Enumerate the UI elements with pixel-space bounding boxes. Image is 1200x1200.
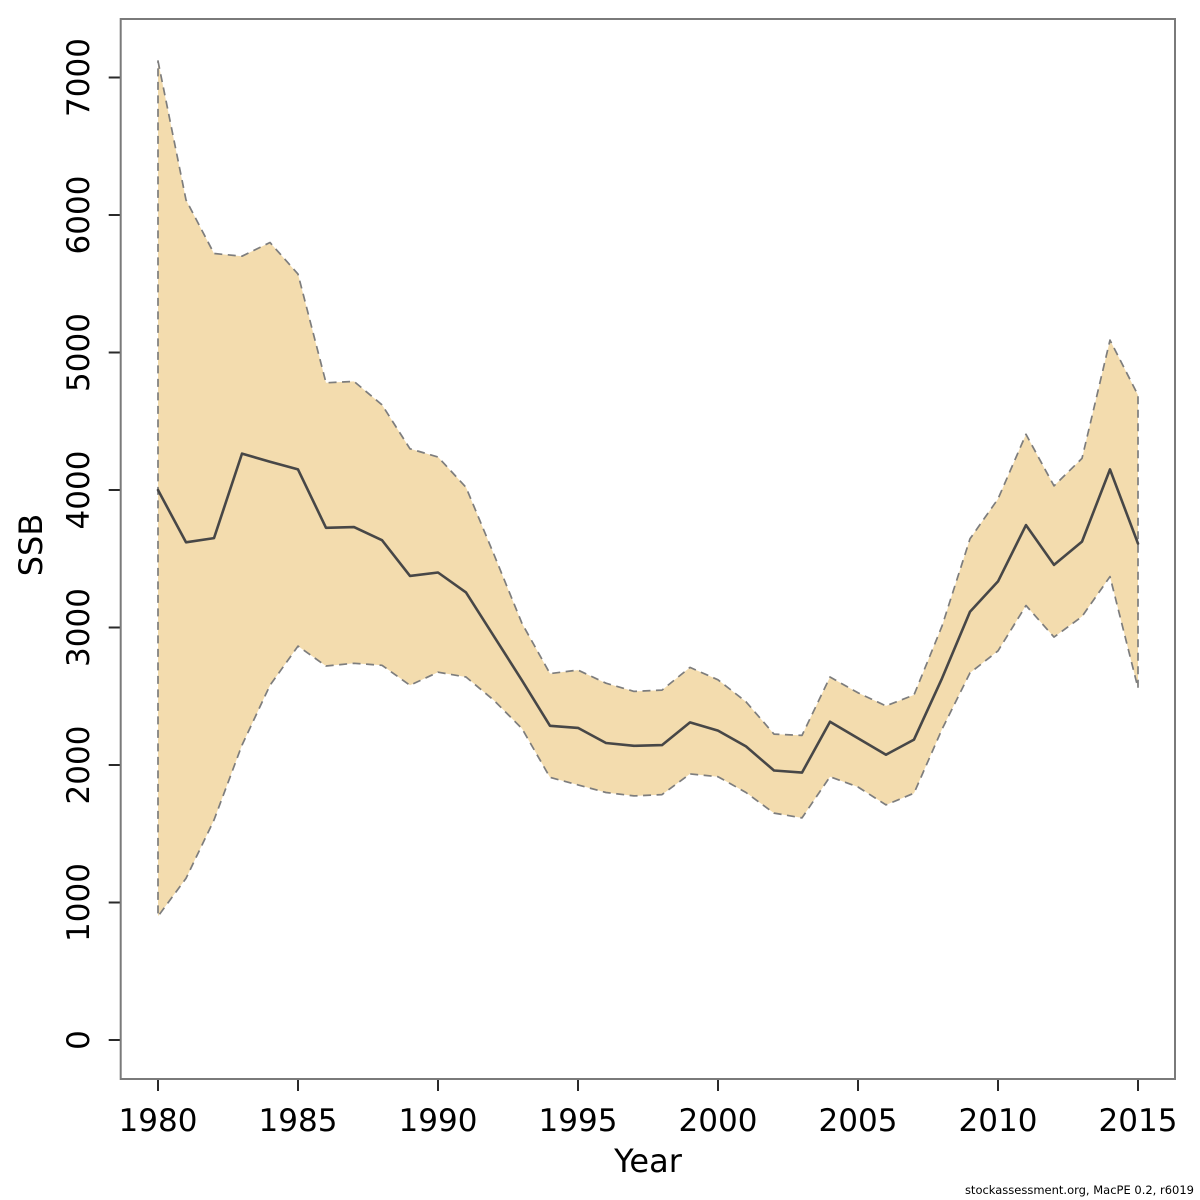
confidence-band-area (158, 61, 1138, 917)
x-tick-label: 1990 (399, 1103, 478, 1139)
y-tick-label: 6000 (61, 176, 97, 255)
y-tick-label: 7000 (61, 38, 97, 117)
y-tick-label: 1000 (61, 863, 97, 942)
y-tick-label: 4000 (61, 451, 97, 530)
y-tick-label: 5000 (61, 313, 97, 392)
x-axis-tick-labels: 1980 1985 1990 1995 2000 2005 2010 2015 (119, 1103, 1178, 1139)
x-tick-label: 1985 (259, 1103, 338, 1139)
y-tick-label: 3000 (61, 588, 97, 667)
y-tick-label: 2000 (61, 726, 97, 805)
y-axis-ticks (108, 76, 121, 1041)
median-line (156, 452, 1140, 774)
x-tick-label: 2015 (1099, 1103, 1178, 1139)
confidence-band-dashed-outline (157, 60, 1139, 918)
x-axis-title: Year (613, 1142, 683, 1180)
x-tick-label: 1980 (119, 1103, 198, 1139)
y-axis-title: SSB (12, 514, 50, 577)
x-tick-label: 2010 (959, 1103, 1038, 1139)
y-tick-label: 0 (61, 1030, 97, 1050)
x-axis-ticks (157, 1079, 1139, 1091)
x-tick-label: 1995 (539, 1103, 618, 1139)
y-axis-tick-labels: 0 1000 2000 3000 4000 5000 6000 7000 (61, 38, 97, 1050)
plot-border-box (119, 18, 1177, 1080)
footer-attribution: stockassessment.org, MacPE 0.2, r6019 (965, 1183, 1194, 1197)
x-tick-label: 2005 (819, 1103, 898, 1139)
x-tick-label: 2000 (679, 1103, 758, 1139)
